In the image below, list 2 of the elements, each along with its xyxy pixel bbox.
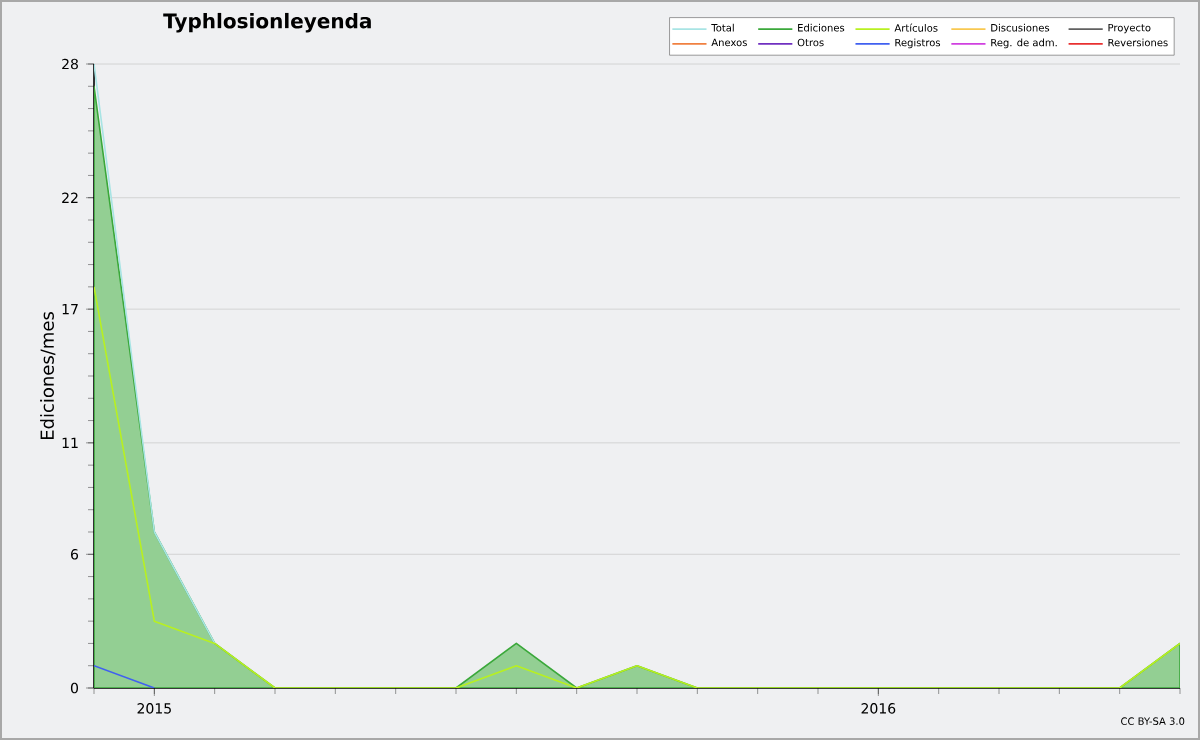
- y-axis-title: Ediciones/mes: [40, 312, 56, 440]
- chart-title: Typhlosionleyenda: [163, 12, 371, 33]
